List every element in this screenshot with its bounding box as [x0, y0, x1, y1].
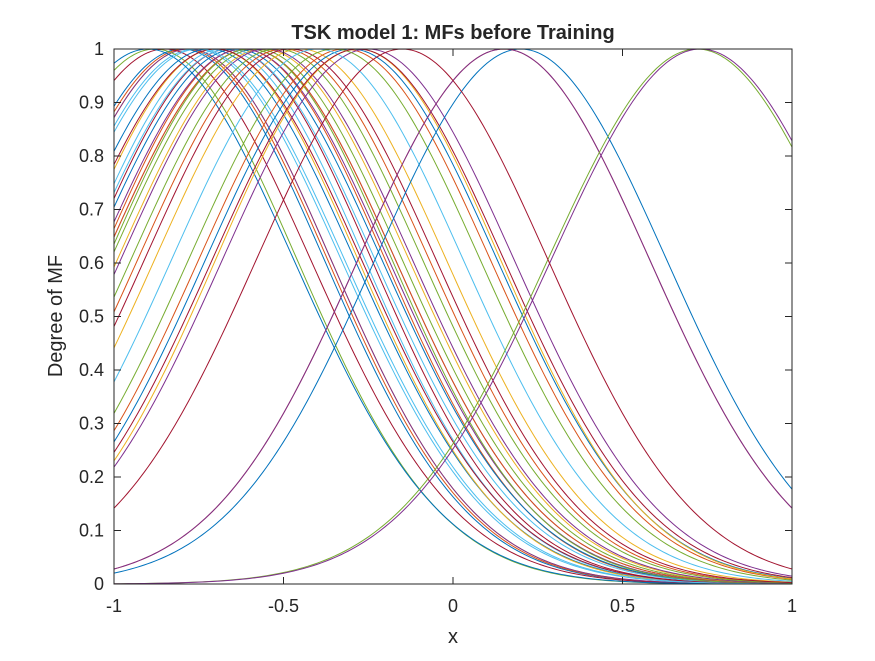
series-line-4: [113, 48, 792, 585]
series-line-28: [113, 48, 793, 584]
series-line-3: [113, 48, 792, 585]
y-tick-label: 1: [94, 39, 104, 59]
series-line-13: [113, 48, 793, 584]
series-line-24: [113, 48, 793, 583]
series-line-32: [113, 48, 793, 577]
series-line-23: [113, 48, 793, 584]
series-line-20: [113, 48, 793, 585]
y-tick-label: 0.6: [79, 253, 104, 273]
chart-title: TSK model 1: MFs before Training: [291, 22, 614, 44]
series-line-35: [113, 48, 793, 579]
x-tick-label: -0.5: [268, 596, 299, 616]
series-line-7: [113, 48, 793, 585]
y-axis-label: Degree of MF: [45, 255, 67, 377]
series-line-34: [113, 48, 793, 581]
x-tick-label: 1: [787, 596, 797, 616]
series-line-41: [113, 48, 793, 570]
series-line-19: [113, 48, 793, 585]
series-line-25: [113, 48, 793, 584]
y-tick-label: 0.1: [79, 521, 104, 541]
series-layer: [113, 48, 793, 585]
series-line-38: [113, 48, 793, 570]
y-tick-label: 0.9: [79, 93, 104, 113]
series-line-22: [113, 48, 792, 585]
y-tick-label: 0.2: [79, 467, 104, 487]
x-tick-label: 0: [448, 596, 458, 616]
series-line-14: [113, 48, 793, 585]
series-line-10: [113, 48, 793, 585]
y-tick-label: 0.4: [79, 360, 104, 380]
series-line-16: [113, 48, 793, 584]
x-tick-label: -1: [106, 596, 122, 616]
series-line-2: [113, 48, 793, 585]
y-ticks: 0 0.1 0.2 0.3 0.4 0.5 0.6 0.7 0.8 0.9 1: [79, 39, 792, 594]
series-line-26: [113, 48, 793, 585]
series-line-33: [113, 48, 793, 582]
series-line-9: [113, 48, 793, 585]
series-line-8: [113, 48, 793, 585]
series-line-36: [113, 48, 793, 574]
x-tick-label: 0.5: [610, 596, 635, 616]
series-line-1: [113, 48, 793, 585]
series-line-15: [113, 48, 793, 585]
series-line-21: [113, 48, 793, 585]
y-tick-label: 0.8: [79, 146, 104, 166]
series-line-31: [113, 48, 793, 580]
series-line-18: [113, 48, 793, 585]
y-tick-label: 0.3: [79, 414, 104, 434]
y-tick-label: 0.7: [79, 200, 104, 220]
series-line-39: [113, 48, 793, 585]
x-ticks: -1 -0.5 0 0.5 1: [106, 49, 797, 616]
y-tick-label: 0: [94, 574, 104, 594]
series-line-40: [113, 48, 793, 585]
series-line-30: [113, 48, 793, 580]
series-line-37: [113, 48, 793, 570]
series-line-5: [113, 48, 793, 585]
series-line-17: [113, 48, 793, 584]
axes-box: [113, 48, 793, 585]
y-tick-label: 0.5: [79, 307, 104, 327]
series-line-6: [113, 48, 793, 585]
x-axis-label: x: [448, 626, 458, 648]
series-line-29: [113, 48, 793, 579]
series-line-11: [113, 48, 793, 584]
series-line-27: [113, 48, 793, 584]
series-line-12: [113, 48, 793, 585]
